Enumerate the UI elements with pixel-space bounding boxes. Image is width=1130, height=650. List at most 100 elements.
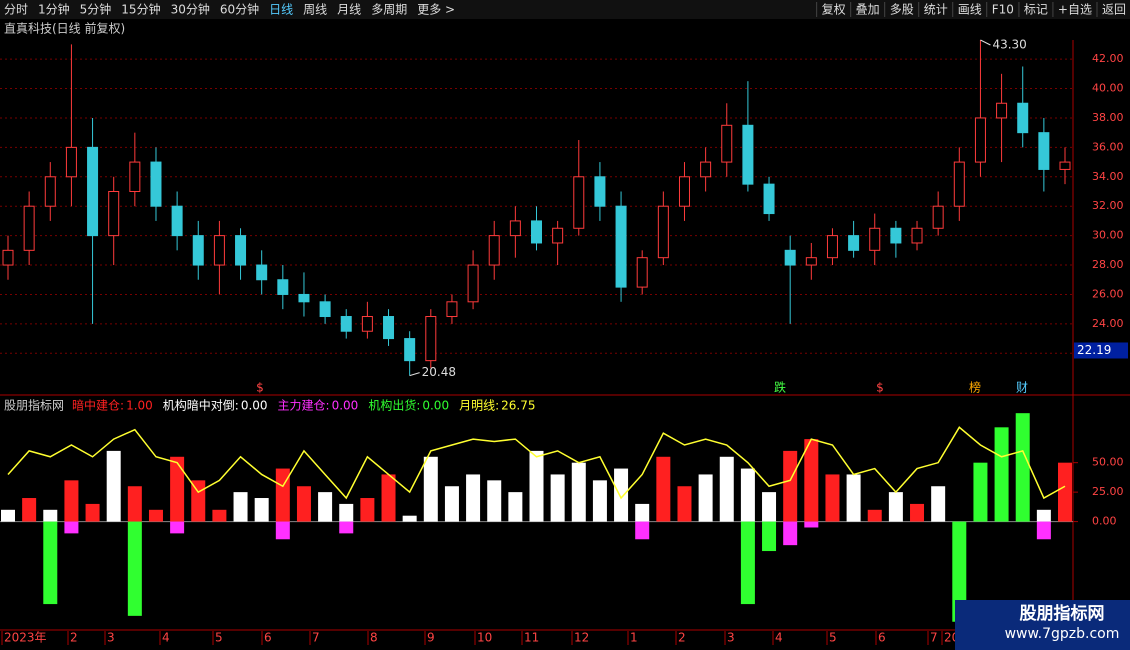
indicator-bar — [233, 492, 248, 522]
indicator-bar — [508, 492, 523, 522]
candle-body — [996, 102, 1008, 119]
indicator-bar — [170, 456, 185, 522]
indicator-bar — [973, 462, 988, 522]
indicator-bar — [698, 474, 713, 522]
toolbar-item[interactable]: 叠加 — [856, 3, 880, 17]
indicator-bar — [64, 480, 79, 522]
indicator-bar — [43, 521, 58, 605]
x-tick-label: 11 — [524, 631, 539, 645]
indicator-bar — [740, 468, 755, 522]
candle-body — [721, 124, 733, 163]
main-title: 直真科技(日线 前复权) — [4, 21, 125, 36]
legend-value: 26.75 — [501, 399, 535, 413]
event-marker[interactable]: 跌 — [774, 380, 786, 395]
candle-body — [531, 220, 542, 244]
candle-body — [446, 301, 458, 318]
indicator-bar — [212, 509, 227, 522]
indicator-bar — [148, 509, 163, 522]
indicator-bar — [762, 492, 777, 522]
candle-body — [826, 235, 838, 259]
indicator-bar — [127, 521, 142, 616]
candle-body — [869, 227, 881, 251]
indicator-bar — [43, 509, 58, 522]
indicator-bar — [846, 474, 861, 522]
indicator-bar — [888, 492, 903, 522]
watermark-name: 股朋指标网 — [1020, 603, 1105, 624]
indicator-bar — [466, 474, 481, 522]
x-tick-label: 3 — [727, 631, 735, 645]
indicator-bar — [952, 521, 967, 622]
candle-body — [763, 183, 775, 215]
candle-body — [2, 249, 14, 266]
y-tick-label: 38.00 — [1092, 111, 1124, 124]
toolbar-item[interactable]: 分时 — [4, 3, 28, 17]
indicator-line — [7, 426, 1066, 500]
candle-body — [256, 264, 268, 281]
toolbar-item[interactable]: 更多 > — [417, 3, 455, 17]
toolbar-item[interactable]: +自选 — [1058, 3, 1092, 17]
event-marker[interactable]: $ — [256, 381, 264, 395]
x-tick-label: 7 — [930, 631, 938, 645]
toolbar-item[interactable]: 日线 — [269, 3, 293, 17]
candle-body — [932, 205, 944, 229]
indicator-bar — [1036, 509, 1051, 522]
toolbar-item[interactable]: 月线 — [337, 3, 361, 17]
toolbar-item[interactable]: 5分钟 — [80, 2, 112, 17]
toolbar-item[interactable]: 复权 — [822, 3, 846, 17]
indicator-bar — [275, 521, 290, 540]
event-marker[interactable]: 财 — [1016, 381, 1028, 395]
candle-body — [974, 117, 986, 163]
candle-body — [953, 161, 965, 207]
toolbar-item[interactable]: 60分钟 — [220, 2, 259, 17]
x-tick-label: 7 — [312, 631, 320, 645]
candle-body — [488, 235, 500, 266]
max-label: 43.30 — [992, 38, 1026, 52]
max-pointer — [980, 39, 991, 46]
indicator-bar — [783, 521, 798, 546]
indicator-bar — [1058, 462, 1072, 522]
toolbar-item[interactable]: 统计 — [924, 3, 948, 17]
indicator-bar — [635, 521, 650, 540]
candle-body — [361, 316, 373, 332]
indicator-bar — [381, 474, 396, 522]
candle-body — [848, 235, 860, 251]
indicator-bar — [360, 498, 375, 522]
toolbar-item[interactable]: 标记 — [1024, 3, 1048, 17]
toolbar-item[interactable]: 周线 — [303, 3, 327, 17]
x-tick-label: 2023年 — [4, 631, 47, 645]
event-marker[interactable]: $ — [876, 381, 884, 395]
toolbar-item[interactable]: 画线 — [958, 3, 982, 17]
candle-body — [911, 227, 923, 244]
indicator-bar — [571, 462, 586, 522]
y-tick-label: 34.00 — [1092, 170, 1124, 183]
toolbar-item[interactable]: 返回 — [1102, 3, 1126, 17]
watermark-url: www.7gpzb.com — [1005, 626, 1120, 642]
toolbar-item[interactable]: F10 — [992, 3, 1014, 17]
indicator-title: 股朋指标网 — [4, 398, 64, 413]
indicator-bar — [825, 474, 840, 522]
candle-body — [1059, 161, 1071, 170]
indicator-bar — [592, 480, 607, 522]
watermark-bg — [955, 600, 1130, 650]
candle-body — [467, 264, 479, 303]
indicator-bar — [64, 521, 79, 534]
toolbar-item[interactable]: 1分钟 — [38, 2, 70, 17]
candle-body — [509, 220, 521, 237]
candle-body — [552, 227, 564, 244]
y-tick-label: 36.00 — [1092, 140, 1124, 153]
event-marker[interactable]: 榜 — [969, 380, 981, 395]
toolbar-item[interactable]: 多周期 — [371, 3, 407, 17]
candle-body — [657, 205, 669, 259]
indicator-bar — [677, 486, 692, 522]
toolbar-item[interactable]: 30分钟 — [171, 2, 210, 17]
indicator-bar — [931, 486, 946, 522]
toolbar-item[interactable]: 15分钟 — [121, 2, 160, 17]
x-tick-label: 6 — [264, 631, 272, 645]
indicator-bar — [85, 503, 100, 522]
indicator-bar — [106, 450, 121, 522]
candle-body — [805, 257, 817, 266]
legend-name: 机构暗中对倒: — [163, 398, 239, 413]
legend-value: 1.00 — [126, 399, 153, 413]
indicator-bar — [339, 521, 354, 534]
toolbar-item[interactable]: 多股 — [890, 3, 914, 17]
